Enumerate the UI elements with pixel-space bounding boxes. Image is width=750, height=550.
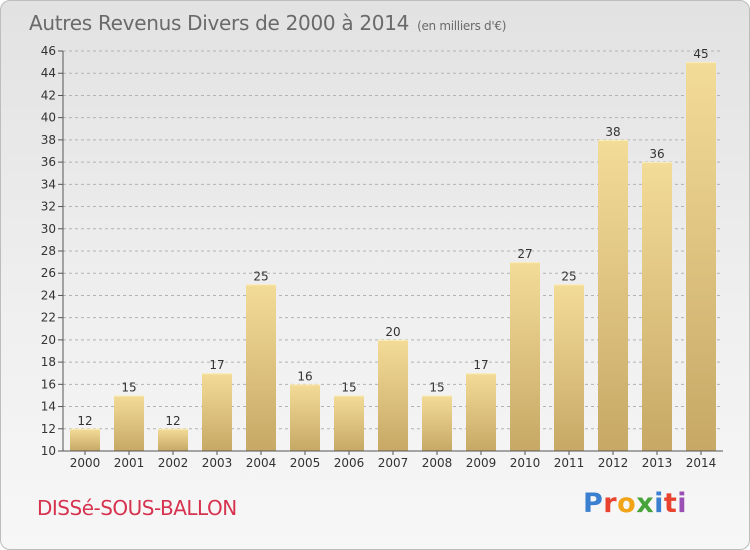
axes: 10 12 14 16 18 20 22 24 26 28 30 32 34 36 38 40 42 44 46 20…: [41, 44, 723, 470]
logo-letter: x: [636, 488, 655, 519]
y-tick-label: 32: [41, 200, 56, 214]
y-tick-label: 42: [41, 88, 56, 102]
bar: [378, 339, 408, 451]
bar: [554, 284, 584, 451]
data-label: 12: [77, 414, 92, 428]
bar: [642, 162, 672, 451]
y-tick-label: 16: [41, 377, 56, 391]
bar: [202, 373, 232, 451]
logo-letter: i: [677, 488, 688, 519]
bar: [70, 428, 100, 451]
x-tick-label: 2002: [158, 456, 189, 470]
data-label: 12: [165, 414, 180, 428]
x-tick-label: 2011: [554, 456, 585, 470]
x-tick-label: 2010: [510, 456, 541, 470]
data-label: 45: [693, 47, 708, 61]
data-label: 15: [121, 380, 136, 394]
y-tick-label: 38: [41, 133, 56, 147]
logo-letter: o: [617, 488, 637, 519]
y-tick-label: 46: [41, 44, 56, 58]
data-label: 25: [253, 269, 268, 283]
logo-letter: t: [663, 488, 678, 519]
y-tick-label: 14: [41, 400, 56, 414]
y-tick-label: 18: [41, 355, 56, 369]
bar: [246, 284, 276, 451]
x-tick-label: 2006: [334, 456, 365, 470]
y-tick-label: 36: [41, 155, 56, 169]
x-tick-label: 2008: [422, 456, 453, 470]
bar: [114, 395, 144, 451]
x-tick-label: 2013: [642, 456, 673, 470]
x-tick-label: 2014: [686, 456, 717, 470]
x-tick-label: 2009: [466, 456, 497, 470]
bar: [158, 428, 188, 451]
x-tick-label: 2003: [202, 456, 233, 470]
bar: [290, 384, 320, 451]
bar: [686, 62, 716, 451]
y-tick-label: 30: [41, 222, 56, 236]
y-tick-label: 28: [41, 244, 56, 258]
bar: [334, 395, 364, 451]
data-label: 20: [385, 325, 400, 339]
x-tick-label: 2000: [70, 456, 101, 470]
y-tick-label: 12: [41, 422, 56, 436]
data-label: 15: [429, 380, 444, 394]
y-tick-label: 24: [41, 288, 56, 302]
data-label: 25: [561, 269, 576, 283]
y-tick-label: 26: [41, 266, 56, 280]
x-tick-label: 2007: [378, 456, 409, 470]
x-tick-label: 2005: [290, 456, 321, 470]
data-label: 36: [649, 147, 664, 161]
bar: [598, 139, 628, 451]
y-tick-label: 22: [41, 311, 56, 325]
data-label: 17: [209, 358, 224, 372]
data-label: 38: [605, 125, 620, 139]
bar: [466, 373, 496, 451]
x-tick-label: 2004: [246, 456, 277, 470]
x-tick-label: 2012: [598, 456, 629, 470]
data-label: 15: [341, 380, 356, 394]
y-tick-label: 10: [41, 444, 56, 458]
chart-title-unit: (en milliers d'€): [417, 19, 507, 33]
data-label: 27: [517, 247, 532, 261]
y-tick-label: 20: [41, 333, 56, 347]
chart-title-main: Autres Revenus Divers de 2000 à 2014: [29, 11, 410, 35]
bar: [510, 262, 540, 451]
data-label: 16: [297, 369, 312, 383]
proxiti-logo[interactable]: Proxiti: [583, 488, 687, 519]
logo-letter: r: [603, 488, 618, 519]
x-tick-label: 2001: [114, 456, 145, 470]
logo-letter: P: [583, 488, 604, 519]
logo-letter: i: [654, 488, 664, 519]
y-tick-label: 40: [41, 111, 56, 125]
y-tick-label: 34: [41, 177, 56, 191]
bars: [70, 62, 716, 451]
data-label: 17: [473, 358, 488, 372]
y-tick-label: 44: [41, 66, 56, 80]
commune-name: DISSé-SOUS-BALLON: [37, 496, 237, 520]
chart-title: Autres Revenus Divers de 2000 à 2014 (en …: [29, 11, 506, 35]
data-labels: 12 15 12 17 25 16 15 20 15 17 27 25 38 36 45: [77, 47, 708, 428]
bar: [422, 395, 452, 451]
